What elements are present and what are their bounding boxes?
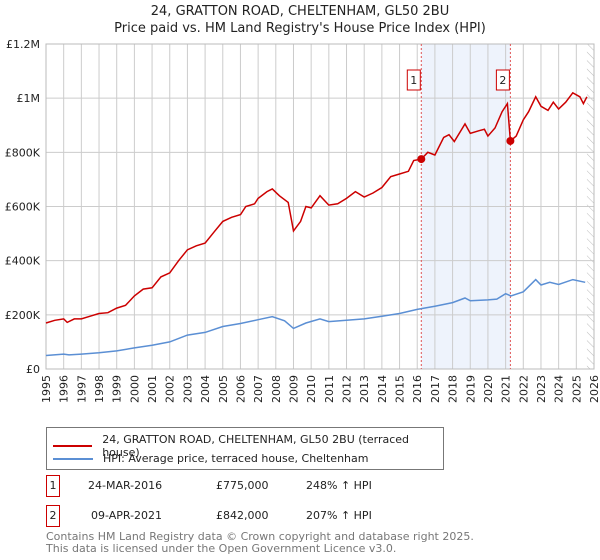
y-tick-label: £400K (5, 255, 41, 268)
sale-label-box (495, 69, 510, 91)
transaction-hpi: 248% ↑ HPI (306, 479, 372, 492)
x-tick-label: 2013 (358, 375, 371, 403)
x-tick-label: 2011 (323, 375, 336, 403)
x-tick-label: 2003 (181, 375, 194, 403)
footer-line: Contains HM Land Registry data © Crown c… (46, 530, 474, 543)
transaction-row: 1 24-MAR-2016 £775,000 248% ↑ HPI (46, 475, 446, 497)
y-tick-label: £0 (26, 363, 40, 376)
transaction-date: 24-MAR-2016 (88, 479, 163, 492)
footer-attribution: Contains HM Land Registry data © Crown c… (46, 531, 474, 555)
x-tick-label: 2021 (500, 375, 513, 403)
y-tick-label: £1.2M (6, 38, 40, 51)
legend-item-property: 24, GRATTON ROAD, CHELTENHAM, GL50 2BU (… (53, 433, 443, 459)
sale-label: 2 (499, 74, 506, 87)
x-tick-label: 2009 (287, 375, 300, 403)
x-tick-label: 2017 (429, 375, 442, 403)
x-tick-label: 2007 (252, 375, 265, 403)
transaction-hpi: 207% ↑ HPI (306, 509, 372, 522)
transaction-price: £775,000 (216, 479, 269, 492)
y-tick-label: £200K (5, 309, 41, 322)
x-tick-label: 2010 (305, 375, 318, 403)
sale-point (506, 136, 515, 145)
marker-badge: 1 (46, 475, 60, 497)
x-tick-label: 2001 (146, 375, 159, 403)
x-tick-label: 2006 (234, 375, 247, 403)
legend: 24, GRATTON ROAD, CHELTENHAM, GL50 2BU (… (46, 427, 444, 470)
legend-swatch-blue (53, 457, 93, 460)
price-chart: 1995 1996 1997 1998 1999 2000 2001 2002 2003 2004… (5, 38, 600, 403)
x-tick-label: 2014 (376, 375, 389, 403)
x-tick-label: 1998 (93, 375, 106, 403)
x-tick-label: 2024 (553, 375, 566, 403)
legend-swatch-red (53, 445, 93, 447)
property-price-line (45, 91, 588, 324)
legend-item-hpi: HPI: Average price, terraced house, Chel… (53, 452, 368, 465)
x-tick-label: 2020 (482, 375, 495, 403)
y-tick-label: £800K (5, 146, 41, 159)
sale-point (417, 155, 426, 164)
transaction-price: £842,000 (216, 509, 269, 522)
x-tick-label: 2026 (588, 375, 600, 403)
x-tick-label: 2018 (447, 375, 460, 403)
x-tick-label: 2012 (341, 375, 354, 403)
x-tick-label: 2008 (270, 375, 283, 403)
x-tick-label: 2002 (164, 375, 177, 403)
chart-subtitle: Price paid vs. HM Land Registry's House … (114, 21, 486, 36)
y-tick-label: £1M (17, 92, 41, 105)
x-tick-label: 2025 (570, 375, 583, 403)
x-tick-label: 2015 (394, 375, 407, 403)
plot-border (45, 43, 595, 370)
x-tick-label: 2004 (199, 375, 212, 403)
x-tick-label: 2016 (411, 375, 424, 403)
x-tick-label: 2005 (217, 375, 230, 403)
x-tick-label: 2000 (128, 375, 141, 403)
x-tick-label: 2022 (517, 375, 530, 403)
sale-label-box (406, 69, 421, 91)
x-tick-label: 2019 (464, 375, 477, 403)
marker-badge: 2 (46, 505, 60, 527)
x-tick-label: 1996 (58, 375, 71, 403)
legend-label: HPI: Average price, terraced house, Chel… (103, 452, 369, 465)
chart-title: 24, GRATTON ROAD, CHELTENHAM, GL50 2BU (150, 4, 450, 19)
x-tick-label: 2023 (535, 375, 548, 403)
hpi-line (45, 278, 586, 357)
x-tick-label: 1999 (111, 375, 124, 403)
y-tick-label: £600K (5, 201, 41, 214)
footer-line: This data is licensed under the Open Gov… (46, 542, 397, 555)
x-tick-label: 1997 (75, 375, 88, 403)
transaction-row: 2 09-APR-2021 £842,000 207% ↑ HPI (46, 505, 446, 527)
legend-label: 24, GRATTON ROAD, CHELTENHAM, GL50 2BU (… (102, 433, 410, 459)
transaction-date: 09-APR-2021 (91, 509, 163, 522)
x-tick-label: 1995 (40, 375, 53, 403)
sale-label: 1 (410, 74, 417, 87)
